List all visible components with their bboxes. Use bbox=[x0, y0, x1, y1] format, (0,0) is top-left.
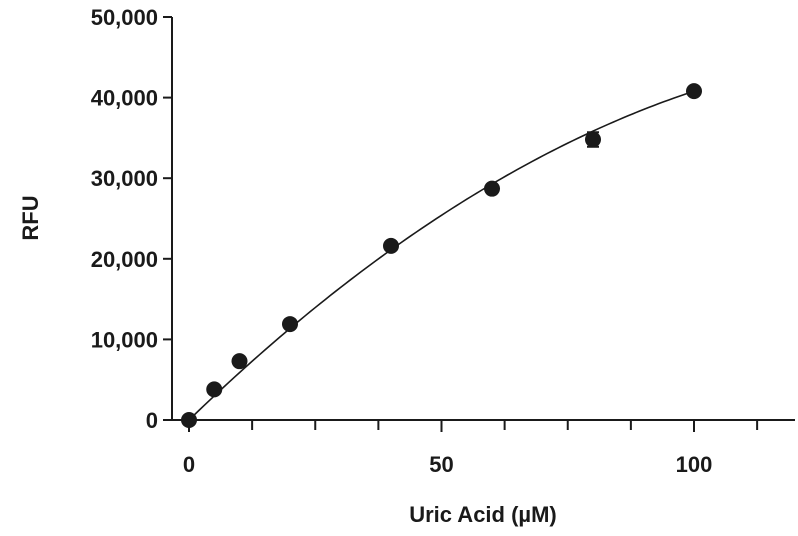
data-point bbox=[282, 316, 298, 333]
data-point bbox=[181, 412, 197, 428]
data-points bbox=[181, 83, 702, 428]
x-tick-label: 50 bbox=[429, 452, 453, 477]
y-tick-label: 50,000 bbox=[91, 5, 158, 30]
data-point bbox=[585, 131, 601, 148]
y-axis-title: RFU bbox=[18, 195, 43, 240]
data-point bbox=[383, 237, 399, 254]
x-tick-label: 100 bbox=[676, 452, 713, 477]
data-point bbox=[206, 381, 223, 398]
y-tick-label: 0 bbox=[146, 408, 158, 433]
y-tick-label: 10,000 bbox=[91, 327, 158, 352]
y-axis-ticks: 0 10,000 20,000 30,000 40,000 50,000 bbox=[91, 5, 172, 433]
data-point bbox=[231, 353, 248, 370]
data-point bbox=[686, 83, 702, 100]
x-axis-title: Uric Acid (µM) bbox=[409, 502, 557, 527]
fit-curve bbox=[188, 90, 695, 421]
y-tick-label: 20,000 bbox=[91, 247, 158, 272]
data-point bbox=[484, 180, 500, 197]
y-tick-label: 40,000 bbox=[91, 86, 158, 111]
y-tick-label: 30,000 bbox=[91, 166, 158, 191]
fit-curve-group bbox=[188, 90, 695, 421]
axes bbox=[171, 17, 795, 421]
x-axis-ticks: 0 50 100 bbox=[183, 420, 759, 477]
x-tick-label: 0 bbox=[183, 452, 195, 477]
